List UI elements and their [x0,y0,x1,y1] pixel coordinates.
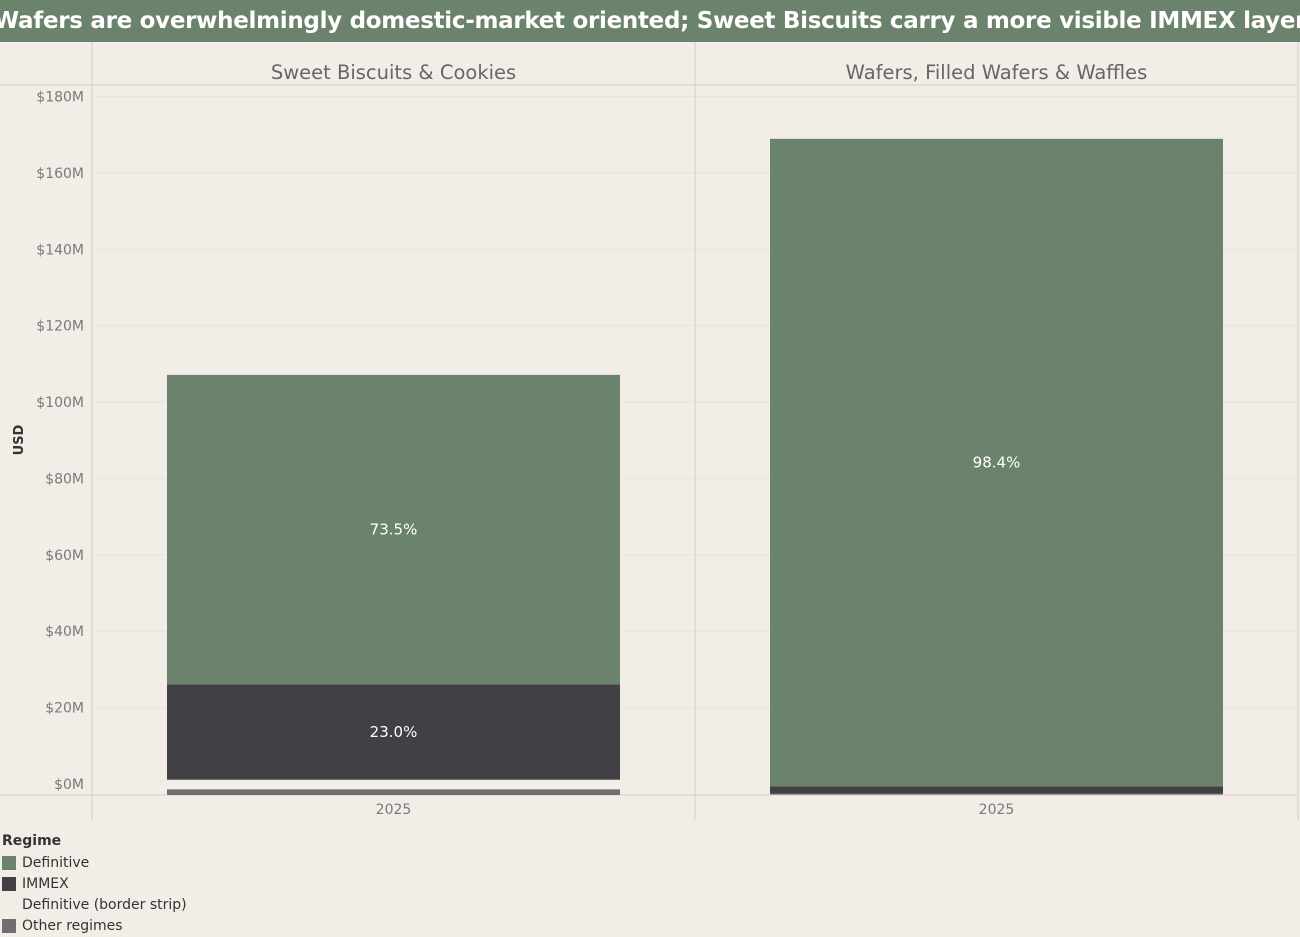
y-axis-title: USD [12,424,27,455]
legend-title: Regime [2,833,62,849]
y-tick-label: $140M [36,242,84,258]
legend-label-border-strip: Definitive (border strip) [22,896,187,913]
y-tick-label: $80M [45,471,84,487]
panel-header-sweet-biscuits-cookies: Sweet Biscuits & Cookies [271,61,516,84]
y-tick-label: $40M [45,624,84,640]
y-tick-label: $20M [45,701,84,717]
legend-label-immex: IMMEX [22,875,69,892]
y-tick-label: $180M [36,90,84,106]
legend-label-other-regimes: Other regimes [22,917,123,934]
legend: Regime Definitive IMMEX Definitive (bord… [2,833,187,936]
legend-item-immex[interactable]: IMMEX [2,873,187,894]
y-tick-label: $120M [36,319,84,335]
bar-segment-definitive [167,374,620,685]
legend-swatch-border-strip [2,897,16,912]
bar-segment-definitive [770,138,1223,787]
y-tick-label: $60M [45,548,84,564]
legend-item-definitive[interactable]: Definitive [2,852,187,873]
bar-segment-immex [770,786,1223,794]
legend-label-definitive: Definitive [22,854,90,871]
legend-swatch-definitive [2,855,16,870]
bar-segment-definitive-border-strip [167,779,620,790]
legend-swatch-other-regimes [2,918,16,933]
bar-segment-immex [167,684,620,780]
chart-title: Wafers are overwhelmingly domestic-marke… [0,0,1300,42]
y-tick-label: $100M [36,395,84,411]
legend-item-other-regimes[interactable]: Other regimes [2,915,187,936]
panel-header-wafers-filled-wafers-waffles: Wafers, Filled Wafers & Waffles [846,61,1148,84]
x-category-label: 2025 [376,802,412,818]
y-tick-label: $0M [54,777,84,793]
data-label-definitive: 73.5% [370,521,418,539]
chart-area: $0M $20M $40M $60M $80M $100M $120M $140M $160M $… [0,42,1299,820]
bar-segment-other-regimes [770,794,1223,795]
legend-swatch-immex [2,876,16,891]
legend-item-border-strip[interactable]: Definitive (border strip) [2,894,187,915]
data-label-immex: 23.0% [370,723,418,741]
bar-segment-other-regimes [167,789,620,795]
data-label-definitive: 98.4% [973,454,1021,472]
x-category-label: 2025 [979,802,1015,818]
y-tick-label: $160M [36,166,84,182]
